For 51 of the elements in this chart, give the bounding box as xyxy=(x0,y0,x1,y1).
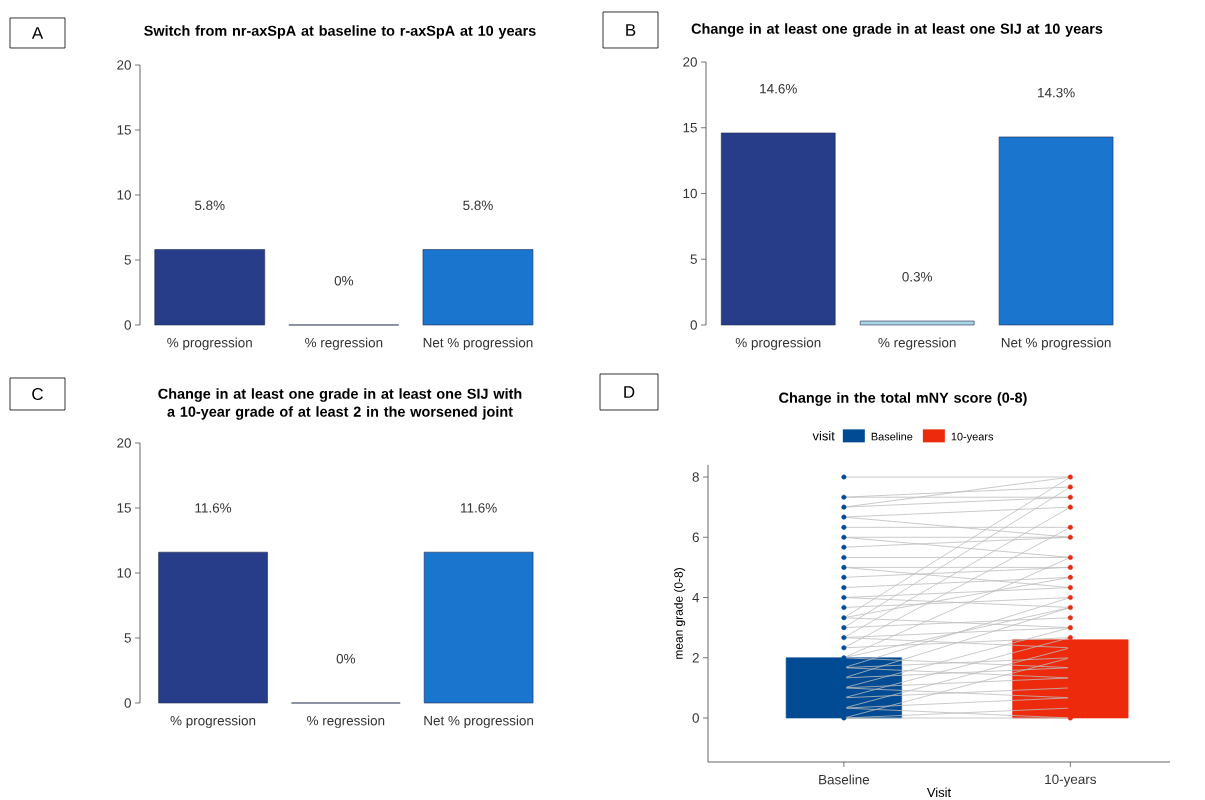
chart-title: Switch from nr-axSpA at baseline to r-axSpA at 10 years xyxy=(144,25,536,39)
x-tick-label: Net % progression xyxy=(1001,337,1111,350)
x-tick-label: % regression xyxy=(307,715,385,728)
text: D xyxy=(624,385,635,398)
chart-title: Change in at least one grade in at least one SIJ with a 10-year grade of at least 2 in the worsened joint xyxy=(158,388,522,420)
y-tick-label: 5 xyxy=(124,255,131,265)
data-label: 0% xyxy=(334,275,354,286)
x-tick-label: Net % progression xyxy=(424,715,534,728)
data-label: 0.3% xyxy=(902,271,933,282)
y-tick-label: 5 xyxy=(690,254,697,264)
y-tick-label: 10 xyxy=(117,190,131,200)
x-tick-label: % progression xyxy=(170,715,256,728)
text: B xyxy=(626,23,636,36)
y-tick-label: 10 xyxy=(117,568,131,578)
text: A xyxy=(31,26,44,39)
legend-label: Baseline xyxy=(871,432,913,441)
x-tick-label: % regression xyxy=(305,337,383,350)
y-tick-label: 8 xyxy=(692,472,699,482)
chart-title: Change in at least one grade in at least one SIJ at 10 years xyxy=(691,23,1103,37)
legend-title: visit xyxy=(812,430,835,441)
y-tick-label: 0 xyxy=(690,320,697,330)
data-label: 5.8% xyxy=(463,200,493,210)
y-tick-label: 2 xyxy=(692,652,699,663)
y-tick-label: 10 xyxy=(683,188,697,199)
y-tick-label: 0 xyxy=(692,713,699,723)
y-tick-label: 4 xyxy=(692,592,700,602)
y-tick-label: 0 xyxy=(124,698,131,708)
data-label: 14.3% xyxy=(1038,87,1075,98)
chart-title: Change in the total mNY score (0-8) xyxy=(779,392,1027,406)
x-tick-label: % progression xyxy=(735,337,821,350)
y-tick-label: 20 xyxy=(683,57,697,67)
y-axis-title: mean grade (0-8) xyxy=(674,567,686,659)
text: C xyxy=(32,387,43,400)
y-tick-label: 20 xyxy=(117,438,131,448)
data-label: 14.6% xyxy=(760,83,797,94)
y-tick-label: 15 xyxy=(117,503,131,513)
x-tick-label: % progression xyxy=(167,337,252,350)
data-label: 5.8% xyxy=(194,200,225,210)
y-tick-label: 0 xyxy=(124,320,131,330)
data-label: 0% xyxy=(336,653,356,664)
x-tick-label: % regression xyxy=(878,337,956,350)
data-label: 11.6% xyxy=(461,502,497,513)
x-axis-title: Visit xyxy=(926,787,952,797)
y-tick-label: 15 xyxy=(117,125,131,135)
y-tick-label: 15 xyxy=(683,122,697,133)
y-tick-label: 6 xyxy=(692,532,699,542)
x-tick-label: Net % progression xyxy=(423,337,533,350)
data-label: 11.6% xyxy=(195,502,232,513)
y-tick-label: 20 xyxy=(117,60,131,70)
legend-label: 10-years xyxy=(951,432,994,443)
y-tick-label: 5 xyxy=(124,633,131,643)
